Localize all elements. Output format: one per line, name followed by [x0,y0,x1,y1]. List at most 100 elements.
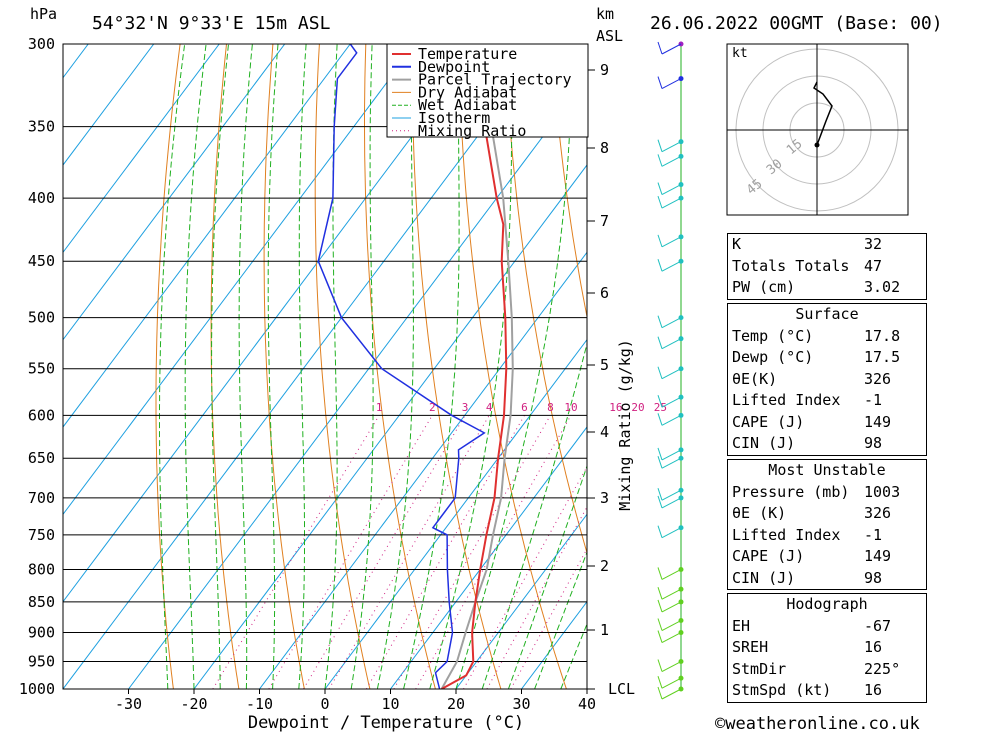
mixing-ratio-line [510,547,587,689]
mixing-ratio-label: 3 [462,401,469,414]
wind-barb-flag [657,154,663,167]
surface-row: CAPE (J) 149 [732,412,892,431]
pressure-tick-label: 750 [28,526,55,544]
mixing-ratio-label: 10 [564,401,577,414]
x-tick-label: 0 [320,695,329,713]
mu-row: CAPE (J) 149 [732,547,892,565]
surface-row: Temp (°C) 17.8 [732,326,901,345]
isotherm-line [128,76,587,689]
mixing-ratio-line [393,415,551,689]
wind-barb-flag [657,76,663,89]
dry-adiabat-line [969,44,1000,689]
wind-barb [661,677,682,689]
x-axis-label: Dewpoint / Temperature (°C) [248,713,524,733]
mu-row: Pressure (mb) 1003 [732,482,901,501]
wind-barb [661,688,682,700]
wind-barb [661,497,682,509]
plot-area [63,44,1000,689]
isotherm-line [455,513,587,689]
wind-barb [661,632,682,643]
pressure-tick-label: 550 [28,360,55,378]
hodo-row: StmDir 225° [732,659,901,678]
x-tick-label: -10 [246,695,273,713]
wind-barb-flag [657,495,663,509]
dry-adiabat-line [155,44,181,689]
pressure-tick-label: 850 [28,593,55,611]
wind-barb [661,588,682,600]
mixing-ratio-line [303,415,466,689]
legend-label: Parcel Trajectory [418,71,572,89]
height-tick-label: 7 [600,212,609,230]
isotherm-line [63,44,417,516]
wind-barb-flag [657,488,663,501]
pressure-tick-label: 950 [28,653,55,671]
dry-adiabat-line [314,44,371,689]
wind-barb [661,527,682,539]
pressure-unit-label: hPa [30,5,57,23]
mu-row: CIN (J) 98 [732,568,883,587]
x-tick-label: 40 [578,695,596,713]
isotherm-line [63,44,482,603]
surface-row: CIN (J) 98 [732,434,883,452]
wind-barb [661,661,682,672]
wet-adiabat-line [376,44,414,689]
isotherm-line [63,44,548,689]
wind-barb-flag [657,234,663,248]
hodo-row: SREH 16 [732,638,883,656]
wind-barb [661,43,682,55]
isotherm-line [324,338,587,689]
wind-barb-flag [657,456,663,469]
wind-barb-flag [657,676,663,689]
wind-barb [661,449,682,461]
height-tick-label: 6 [600,284,609,302]
mixing-ratio-label: 25 [654,401,667,414]
hodograph-point [814,142,820,148]
height-tick-label: 3 [600,489,609,507]
wind-barb-flag [657,195,663,209]
wind-barb [661,78,682,90]
isotherm-line [193,164,587,689]
mixing-ratio-label: 20 [631,401,644,414]
wind-barb-flag [657,315,663,328]
wind-barb [661,236,682,248]
isotherm-line [63,44,286,341]
x-tick-label: 10 [381,695,399,713]
mixing-ratio-line [268,415,433,689]
wind-barb [661,601,682,613]
copyright-footer: ©weatheronline.co.uk [715,714,920,733]
pressure-tick-label: 450 [28,252,55,270]
wind-barb-flag [657,41,663,55]
hodo-row: EH -67 [732,616,892,635]
plot-border [62,43,588,690]
mixing-ratio-label: 6 [521,401,528,414]
wind-barb [661,414,682,426]
dewpoint-series [317,44,486,689]
mixing-ratio-label: 1 [376,401,383,414]
pressure-tick-label: 300 [28,35,55,53]
index-row-totals: Totals Totals 47 [732,256,883,275]
wind-barb-flag [657,618,663,631]
wind-barb-flag [657,259,663,272]
pressure-tick-label: 900 [28,624,55,642]
wind-barb-flag [657,630,663,643]
pressure-tick-label: 400 [28,189,55,207]
surface-row: Dewp (°C) 17.5 [732,348,901,366]
datetime-label: 26.06.2022 00GMT (Base: 00) [650,13,943,34]
hodograph-trace [813,81,833,146]
wind-barb [661,155,682,167]
wind-barb-flag [657,659,663,672]
wind-barb-flag [657,366,663,379]
mu-row: Lifted Index -1 [732,525,883,544]
isotherm-line [63,44,351,428]
dry-adiabat-line [210,44,240,689]
height-tick-label: 8 [600,139,609,157]
dry-adiabat-line [263,44,305,689]
height-tick-label: 5 [600,356,609,374]
surface-title: Surface [795,305,859,323]
wind-barb-flag [657,567,663,580]
wind-barb-flag [657,139,663,152]
wind-barb-flag [657,686,663,700]
wind-barb-flag [657,336,663,349]
